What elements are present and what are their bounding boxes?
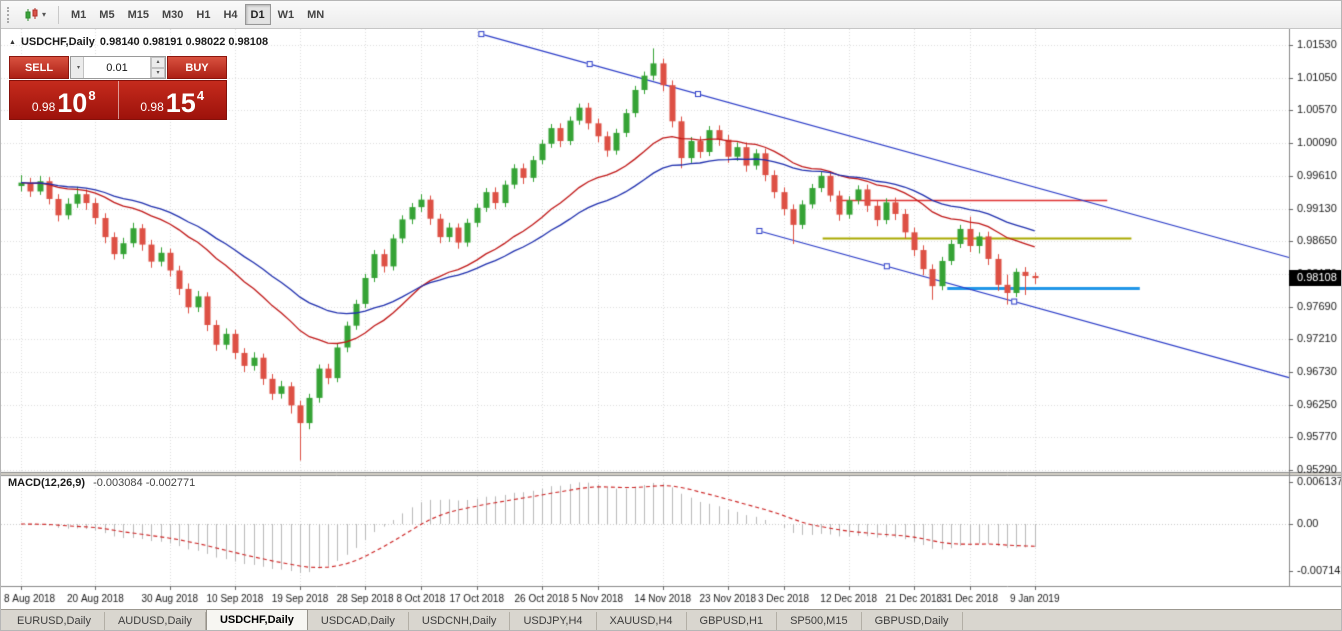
timeframe-toolbar: ▾ M1 M5 M15 M30 H1 H4 D1 W1 MN [1, 1, 1341, 29]
macd-name: MACD(12,26,9) [8, 477, 86, 489]
macd-values: -0.003084 -0.002771 [93, 477, 196, 489]
toolbar-grip[interactable] [7, 6, 12, 23]
chart-tab-USDCAD-Daily[interactable]: USDCAD,Daily [307, 612, 409, 630]
sell-price-prefix: 0.98 [31, 99, 56, 114]
chart-title: ▲ USDCHF,Daily 0.98140 0.98191 0.98022 0… [9, 36, 268, 48]
buy-button[interactable]: BUY [167, 56, 227, 79]
toolbar-separator [58, 5, 60, 24]
chart-tab-EURUSD-Daily[interactable]: EURUSD,Daily [4, 612, 105, 630]
chart-symbol-label: USDCHF,Daily [20, 36, 95, 48]
chart-type-button[interactable]: ▾ [18, 4, 52, 26]
chart-tab-XAUUSD-H4[interactable]: XAUUSD,H4 [596, 612, 687, 630]
volume-up-button[interactable]: ▴ [151, 57, 165, 68]
buy-price-prefix: 0.98 [140, 99, 164, 114]
volume-down-button[interactable]: ▾ [151, 67, 165, 78]
sell-price-sup: 8 [88, 88, 96, 103]
candlestick-chart-icon [25, 7, 38, 21]
chart-ohlc-values: 0.98140 0.98191 0.98022 0.98108 [99, 36, 269, 48]
chart-area: ▲ USDCHF,Daily 0.98140 0.98191 0.98022 0… [1, 29, 1341, 611]
chart-tab-USDCNH-Daily[interactable]: USDCNH,Daily [408, 612, 511, 630]
chart-tab-USDJPY-H4[interactable]: USDJPY,H4 [510, 612, 597, 630]
buy-price-sup: 4 [196, 88, 205, 103]
chart-tab-GBPUSD-Daily[interactable]: GBPUSD,Daily [861, 612, 963, 630]
chart-tab-USDCHF-Daily[interactable]: USDCHF,Daily [205, 609, 308, 630]
timeframe-buttons: M1 M5 M15 M30 H1 H4 D1 W1 MN [65, 4, 330, 25]
volume-decrease-button[interactable]: ▾ [71, 57, 84, 78]
timeframe-button-M15[interactable]: M15 [122, 4, 155, 25]
chart-tab-GBPUSD-H1[interactable]: GBPUSD,H1 [686, 612, 778, 630]
timeframe-button-W1[interactable]: W1 [272, 4, 301, 25]
chart-tab-SP500-M15[interactable]: SP500,M15 [777, 612, 862, 630]
timeframe-button-M1[interactable]: M1 [65, 4, 92, 25]
macd-indicator-label: MACD(12,26,9) -0.003084 -0.002771 [8, 477, 195, 489]
buy-price-main: 15 [165, 87, 196, 118]
chart-tab-AUDUSD-Daily[interactable]: AUDUSD,Daily [104, 612, 206, 630]
volume-spinner[interactable]: ▾ 0.01 ▴ ▾ [70, 56, 166, 79]
timeframe-button-M5[interactable]: M5 [93, 4, 120, 25]
volume-value[interactable]: 0.01 [106, 61, 128, 74]
chevron-down-icon: ▾ [42, 10, 47, 19]
price-chart-canvas[interactable] [1, 29, 1341, 611]
timeframe-button-M30[interactable]: M30 [156, 4, 189, 25]
sell-button[interactable]: SELL [9, 56, 69, 79]
timeframe-button-D1[interactable]: D1 [244, 4, 271, 25]
buy-price-display[interactable]: 0.98 15 4 [119, 81, 227, 119]
timeframe-button-H1[interactable]: H1 [190, 4, 216, 25]
timeframe-button-H4[interactable]: H4 [217, 4, 243, 25]
sell-price-display[interactable]: 0.98 10 8 [10, 81, 119, 119]
sell-price-main: 10 [57, 87, 88, 118]
chart-symbol-icon: ▲ [9, 38, 16, 46]
chart-tabs-bar: EURUSD,Daily AUDUSD,Daily USDCHF,Daily USDC… [1, 609, 1341, 630]
one-click-trading-panel: SELL ▾ 0.01 ▴ ▾ BUY 0.98 10 8 [9, 56, 227, 120]
timeframe-button-MN[interactable]: MN [301, 4, 330, 25]
